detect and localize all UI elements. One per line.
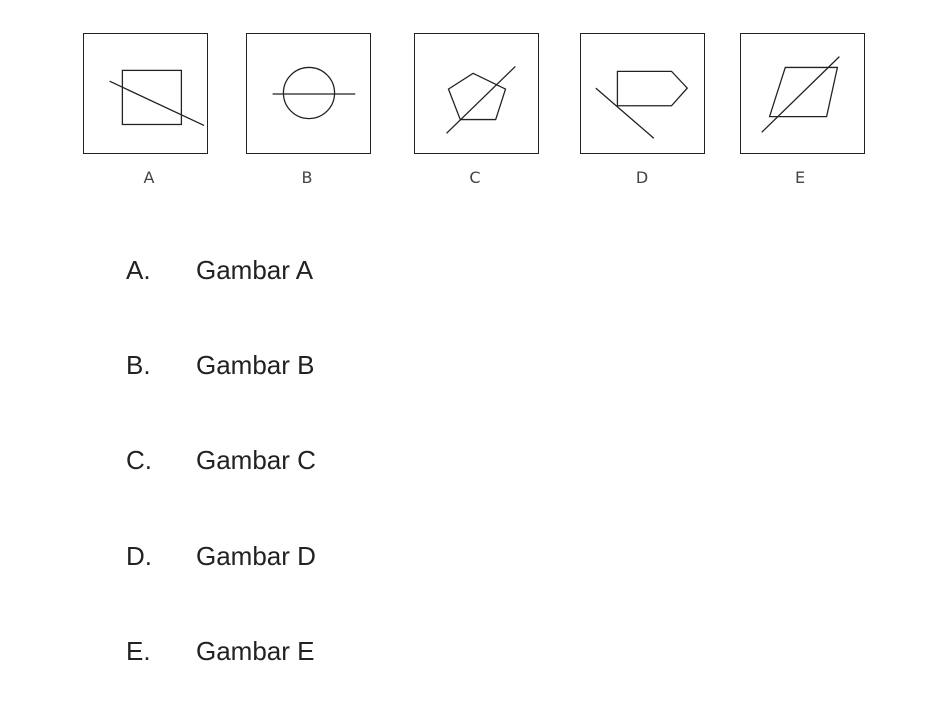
option-letter: C.: [126, 445, 152, 475]
option-text: Gambar D: [196, 541, 316, 571]
option-d[interactable]: D. Gambar D: [126, 539, 316, 573]
figure-label-c: C: [469, 168, 481, 187]
option-e[interactable]: E. Gambar E: [126, 634, 315, 668]
option-text: Gambar A: [196, 255, 314, 285]
option-letter: E.: [126, 636, 151, 666]
option-b[interactable]: B. Gambar B: [126, 348, 315, 382]
figure-b: [246, 33, 371, 154]
figure-a: [83, 33, 208, 154]
option-letter: D.: [126, 541, 152, 571]
option-text: Gambar B: [196, 350, 315, 380]
option-letter: A.: [126, 255, 151, 285]
option-letter: B.: [126, 350, 151, 380]
figure-label-b: B: [301, 168, 313, 187]
arrow-pentagon-with-line-icon: [595, 70, 689, 139]
figure-d: [580, 33, 705, 154]
figure-label-d: D: [635, 168, 649, 187]
option-a[interactable]: A. Gambar A: [126, 253, 313, 287]
option-text: Gambar E: [196, 636, 315, 666]
figure-e: [740, 33, 865, 154]
option-text: Gambar C: [196, 445, 316, 475]
figure-label-a: A: [143, 168, 155, 187]
circle-with-line-icon: [272, 66, 356, 120]
parallelogram-with-line-icon: [761, 56, 840, 133]
figure-label-e: E: [794, 168, 806, 187]
square-with-line-icon: [109, 69, 205, 127]
figure-c: [414, 33, 539, 154]
pentagon-with-line-icon: [446, 65, 516, 134]
option-c[interactable]: C. Gambar C: [126, 443, 316, 477]
